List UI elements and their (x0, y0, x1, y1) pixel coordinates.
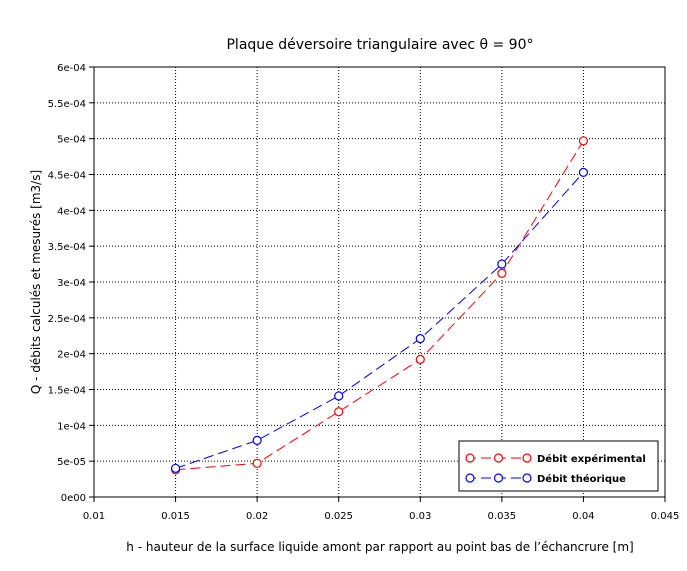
y-tick-label: 6e-04 (57, 63, 86, 74)
y-tick-label: 0e00 (61, 493, 86, 504)
y-tick-label: 1e-04 (57, 421, 86, 432)
data-point (497, 268, 507, 278)
y-tick-label: 3e-04 (57, 278, 86, 289)
x-tick-labels: 0.01 0.015 0.02 0.025 0.03 0.035 0.04 0.045 (83, 511, 679, 522)
y-tick-label: 4.5e-04 (48, 171, 86, 182)
data-series (170, 136, 589, 475)
y-tick-label: 5e-05 (57, 457, 86, 468)
y-tick-label: 5e-04 (57, 135, 86, 146)
y-tick-label: 1.5e-04 (48, 386, 86, 397)
y-tick-label: 3.5e-04 (48, 242, 86, 253)
data-point (578, 136, 589, 146)
x-tick-label: 0.015 (161, 511, 190, 522)
data-point (334, 407, 344, 417)
chart-title: Plaque déversoire triangulaire avec θ = … (226, 37, 533, 53)
legend-marker (493, 473, 504, 483)
data-point (252, 435, 262, 445)
x-tick-label: 0.025 (324, 511, 353, 522)
legend-box (458, 440, 659, 492)
x-tick-label: 0.01 (83, 511, 105, 522)
legend-marker (493, 453, 504, 463)
data-point (497, 259, 507, 269)
data-point (415, 354, 425, 364)
y-tick-label: 2.5e-04 (48, 314, 86, 325)
data-point (334, 391, 344, 401)
y-tick-label: 4e-04 (57, 206, 86, 217)
series-line (175, 140, 584, 471)
axes (89, 66, 666, 502)
y-tick-label: 5.5e-04 (48, 99, 86, 110)
x-tick-label: 0.045 (651, 511, 680, 522)
x-tick-label: 0.02 (246, 511, 268, 522)
x-tick-label: 0.035 (488, 511, 517, 522)
data-point (415, 334, 425, 344)
data-point (578, 167, 589, 177)
legend-marker (465, 473, 475, 483)
legend-entry-label: Débit théorique (537, 473, 626, 485)
y-tick-labels: 0e00 5e-05 1e-04 1.5e-04 2e-04 2.5e-04 3e-04 3.… (48, 63, 86, 504)
series-line (175, 172, 584, 469)
y-tick-label: 2e-04 (57, 350, 86, 361)
data-point (252, 458, 262, 468)
legend-marker (522, 473, 532, 483)
x-axis-label: h - hauteur de la surface liquide amont … (126, 540, 633, 554)
y-axis-label: Q - débits calculés et mesurés [m3/s] (29, 170, 43, 394)
data-point (170, 463, 181, 473)
x-tick-label: 0.03 (409, 511, 431, 522)
legend-marker (522, 453, 532, 463)
legend-marker (465, 453, 475, 463)
x-tick-label: 0.04 (572, 511, 594, 522)
legend: Débit expérimental Débit théorique (458, 440, 659, 492)
legend-entry-label: Débit expérimental (537, 453, 646, 465)
